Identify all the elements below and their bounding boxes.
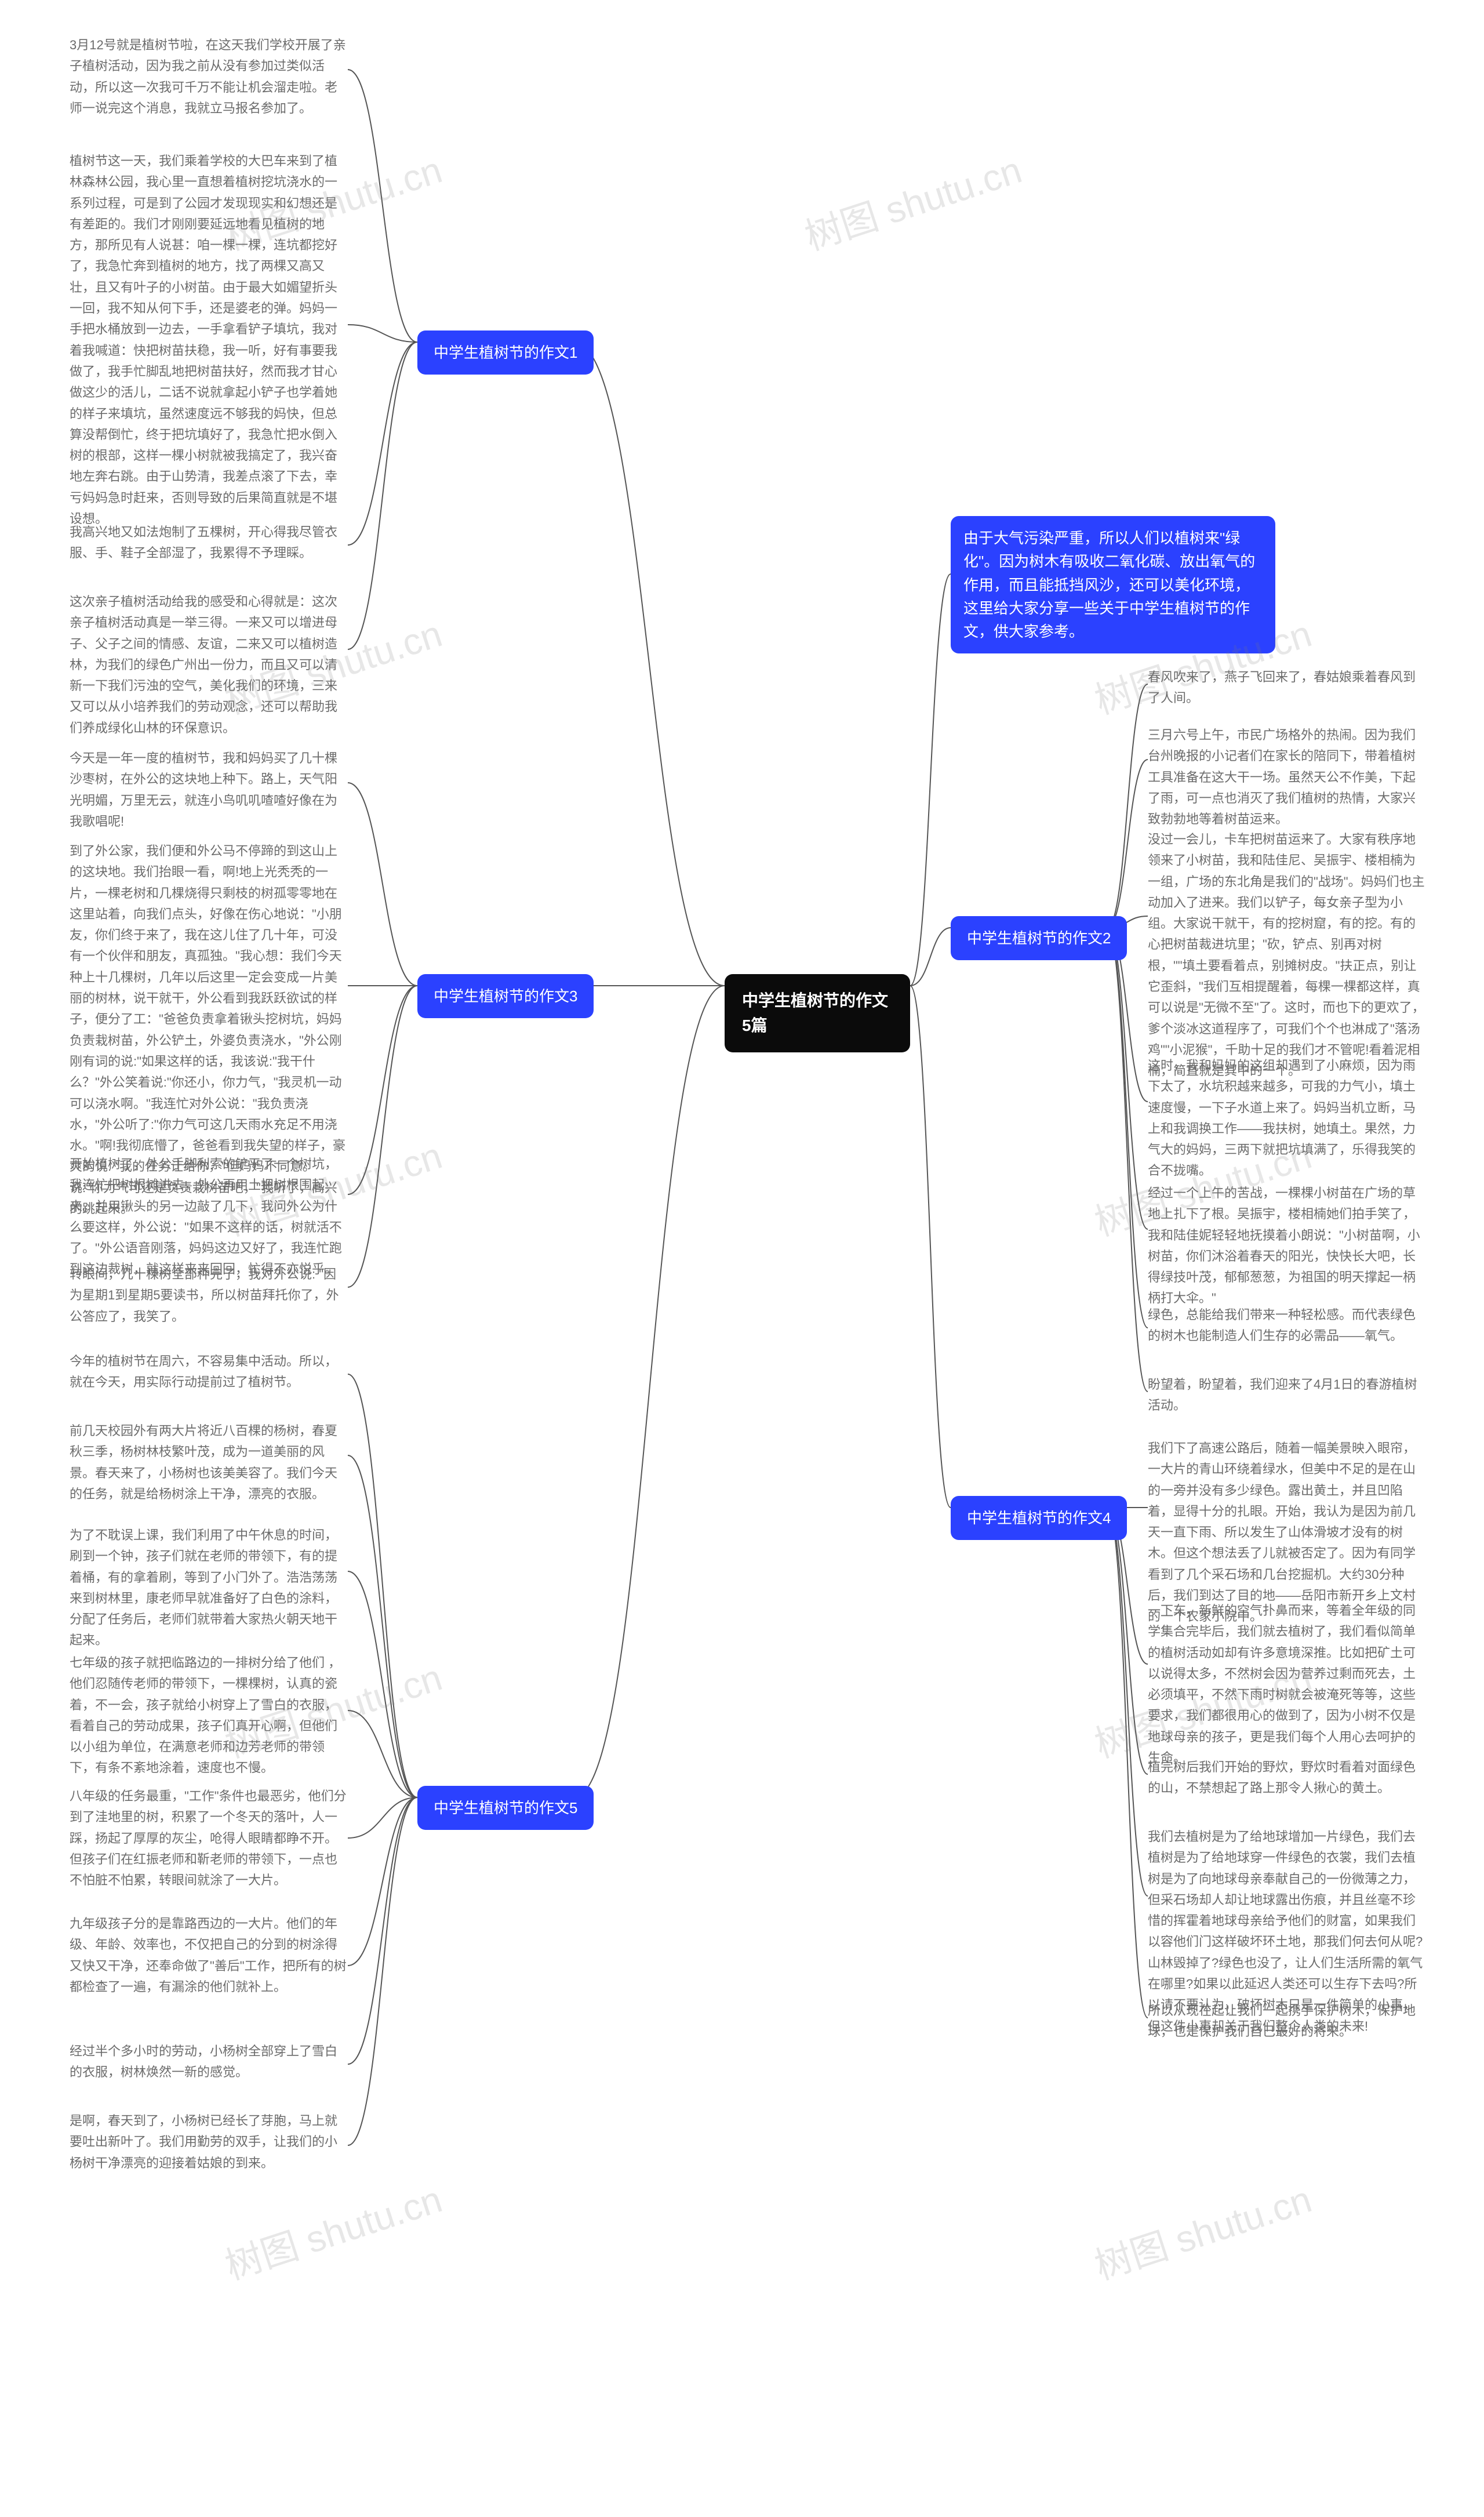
leaf-3c: 开始植树了，外公手脚利索的铲平了一个树坑，我连忙把树根摊进去，外公再用土把树根围… xyxy=(70,1154,348,1280)
leaf-3a: 今天是一年一度的植树节，我和妈妈买了几十棵沙枣树，在外公的这块地上种下。路上，天… xyxy=(70,748,348,832)
branch-essay-3[interactable]: 中学生植树节的作文3 xyxy=(417,974,594,1018)
leaf-3d: 转眼间，几十棵树全部种完了，我对外公说: "因为星期1到星期5要读书，所以树苗拜… xyxy=(70,1264,348,1327)
leaf-4e: 所以从现在起让我们一起携手保护树木，保护地球，也是保护我们自己最好的将来。 xyxy=(1148,2000,1426,2043)
watermark: 树图 shutu.cn xyxy=(217,2170,448,2290)
root-node[interactable]: 中学生植树节的作文5篇 xyxy=(725,974,910,1052)
branch-essay-2[interactable]: 中学生植树节的作文2 xyxy=(951,916,1127,960)
leaf-5g: 经过半个多小时的劳动，小杨树全部穿上了雪白的衣服，树林焕然一新的感觉。 xyxy=(70,2041,348,2083)
leaf-2g: 盼望着，盼望着，我们迎来了4月1日的春游植树活动。 xyxy=(1148,1374,1426,1417)
leaf-2d: 这时，我和妈妈的这组却遇到了小麻烦，因为雨下太了，水坑积越来越多，可我的力气小，… xyxy=(1148,1055,1426,1182)
leaf-1b: 植树节这一天，我们乘着学校的大巴车来到了植林森林公园，我心里一直想着植树挖坑浇水… xyxy=(70,151,348,529)
leaf-5b: 前几天校园外有两大片将近八百棵的杨树，春夏秋三季，杨树林枝繁叶茂，成为一道美丽的… xyxy=(70,1421,348,1505)
leaf-5e: 八年级的任务最重，"工作"条件也最恶劣，他们分到了洼地里的树，积累了一个冬天的落… xyxy=(70,1786,348,1891)
branch-essay-4[interactable]: 中学生植树节的作文4 xyxy=(951,1496,1127,1540)
leaf-5a: 今年的植树节在周六，不容易集中活动。所以，就在今天，用实际行动提前过了植树节。 xyxy=(70,1351,348,1393)
leaf-5c: 为了不耽误上课，我们利用了中午休息的时间，刷到一个钟，孩子们就在老师的带领下，有… xyxy=(70,1525,348,1651)
leaf-2a: 春风吹来了，燕子飞回来了，春姑娘乘着春风到了人间。 xyxy=(1148,667,1426,709)
leaf-2f: 绿色，总能给我们带来一种轻松感。而代表绿色的树木也能制造人们生存的必需品——氧气… xyxy=(1148,1305,1426,1347)
leaf-1a: 3月12号就是植树节啦，在这天我们学校开展了亲子植树活动，因为我之前从没有参加过… xyxy=(70,35,348,119)
leaf-1c: 我高兴地又如法炮制了五棵树，开心得我尽管衣服、手、鞋子全部湿了，我累得不予理睬。 xyxy=(70,522,348,564)
leaf-4a: 我们下了高速公路后，随着一幅美景映入眼帘，一大片的青山环绕着绿水，但美中不足的是… xyxy=(1148,1438,1426,1628)
leaf-4c: 植完树后我们开始的野炊，野炊时看着对面绿色的山，不禁想起了路上那令人揪心的黄土。 xyxy=(1148,1757,1426,1799)
branch-essay-1[interactable]: 中学生植树节的作文1 xyxy=(417,330,594,375)
watermark: 树图 shutu.cn xyxy=(1087,2170,1317,2290)
leaf-1d: 这次亲子植树活动给我的感受和心得就是：这次亲子植树活动真是一举三得。一来又可以增… xyxy=(70,591,348,739)
leaf-2b: 三月六号上午，市民广场格外的热闹。因为我们台州晚报的小记者们在家长的陪同下，带着… xyxy=(1148,725,1426,830)
leaf-5d: 七年级的孩子就把临路边的一排树分给了他们 ，他们忍随传老师的带领下，一棵棵树，认… xyxy=(70,1652,348,1779)
leaf-5h: 是啊，春天到了，小杨树已经长了芽胞，马上就要吐出新叶了。我们用勤劳的双手，让我们… xyxy=(70,2111,348,2174)
leaf-2e: 经过一个上午的苦战，一棵棵小树苗在广场的草地上扎下了根。吴振宇，楼相楠她们拍手笑… xyxy=(1148,1183,1426,1309)
leaf-4b: 一下车，新鲜的空气扑鼻而来，等着全年级的同学集合完毕后，我们就去植树了，我们看似… xyxy=(1148,1600,1426,1768)
leaf-2c: 没过一会儿，卡车把树苗运来了。大家有秩序地领来了小树苗，我和陆佳尼、吴振宇、楼相… xyxy=(1148,829,1426,1082)
watermark: 树图 shutu.cn xyxy=(797,140,1027,260)
branch-essay-5[interactable]: 中学生植树节的作文5 xyxy=(417,1786,594,1830)
intro-node: 由于大气污染严重，所以人们以植树来"绿化"。因为树木有吸收二氧化碳、放出氧气的作… xyxy=(951,516,1275,653)
leaf-5f: 九年级孩子分的是靠路西边的一大片。他们的年级、年龄、效率也，不仅把自己的分到的树… xyxy=(70,1913,348,1997)
